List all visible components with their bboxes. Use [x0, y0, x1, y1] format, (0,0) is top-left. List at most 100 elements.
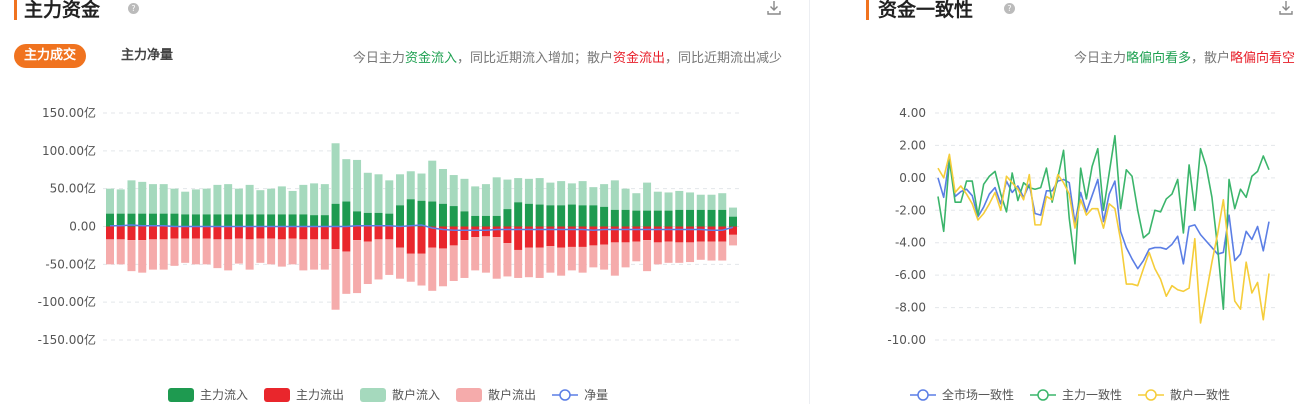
- bar-main-outflow: [610, 226, 619, 243]
- legend-label: 主力流入: [200, 388, 249, 402]
- bar-main-outflow: [267, 226, 276, 239]
- y-tick-label: -8.00: [895, 301, 926, 315]
- bar-retail-outflow: [471, 237, 480, 271]
- summary-highlight-outflow: 资金流出: [612, 51, 665, 66]
- bar-retail-outflow: [170, 238, 179, 266]
- bar-main-outflow: [320, 226, 329, 240]
- bar-main-outflow: [234, 226, 243, 239]
- bar-retail-inflow: [363, 172, 372, 213]
- bar-main-outflow: [148, 226, 157, 240]
- bar-main-outflow: [385, 226, 394, 240]
- legend-swatch: [168, 387, 194, 402]
- legend-item-net[interactable]: 净量: [552, 386, 608, 403]
- bar-retail-outflow: [567, 246, 576, 271]
- bar-retail-inflow: [460, 178, 469, 212]
- bar-main-outflow: [417, 226, 426, 254]
- bar-main-inflow: [396, 205, 405, 227]
- summary-text: 今日主力: [352, 51, 405, 66]
- tab-main-trade[interactable]: 主力成交: [14, 44, 87, 68]
- download-icon[interactable]: [1278, 0, 1294, 16]
- bar-main-inflow: [256, 214, 265, 227]
- legend-swatch: [360, 387, 387, 402]
- bar-retail-inflow: [514, 178, 523, 203]
- bar-main-inflow: [600, 206, 609, 227]
- bar-retail-inflow: [707, 194, 716, 210]
- bar-retail-outflow: [729, 234, 737, 246]
- bar-retail-outflow: [116, 239, 125, 265]
- bar-main-inflow: [116, 213, 125, 227]
- bar-retail-outflow: [181, 238, 190, 263]
- bar-retail-outflow: [299, 239, 308, 271]
- bar-main-inflow: [428, 201, 437, 227]
- bar-main-inflow: [234, 214, 243, 227]
- bar-retail-outflow: [406, 253, 415, 282]
- bar-retail-outflow: [557, 247, 566, 276]
- line-chart-legend: 全市场一致性 主力一致性 散户一致性: [910, 386, 1240, 403]
- bar-retail-inflow: [288, 190, 297, 215]
- bar-main-inflow: [707, 209, 716, 227]
- y-tick-label: 4.00: [899, 106, 926, 120]
- bar-retail-outflow: [653, 242, 662, 265]
- bar-main-outflow: [342, 226, 351, 252]
- bar-main-inflow: [127, 213, 136, 227]
- legend-item-retail-inflow[interactable]: 散户流入: [360, 386, 440, 403]
- bar-main-inflow: [471, 215, 480, 227]
- bar-main-outflow: [664, 226, 673, 242]
- bar-main-outflow: [557, 226, 566, 248]
- bar-main-inflow: [632, 210, 641, 227]
- bar-main-outflow: [127, 226, 136, 241]
- bar-retail-outflow: [310, 239, 319, 270]
- legend-item-market[interactable]: 全市场一致性: [910, 386, 1014, 403]
- bar-main-outflow: [481, 226, 490, 237]
- bar-main-inflow: [696, 209, 705, 227]
- bar-main-inflow: [589, 205, 598, 227]
- line-circle-icon: [1030, 388, 1057, 401]
- panel-title-main-funds: 主力资金: [24, 0, 101, 21]
- bar-main-outflow: [277, 226, 286, 240]
- bar-retail-outflow: [718, 241, 727, 261]
- y-tick-label: 0.00: [899, 171, 926, 185]
- bar-retail-inflow: [653, 191, 662, 211]
- bar-retail-inflow: [159, 184, 168, 214]
- bar-retail-inflow: [546, 182, 555, 206]
- bar-main-outflow: [729, 226, 737, 235]
- bar-retail-inflow: [578, 181, 587, 206]
- download-icon[interactable]: [766, 0, 782, 16]
- y-tick-label: -4.00: [895, 236, 926, 250]
- bar-main-inflow: [686, 209, 695, 227]
- legend-item-main[interactable]: 主力一致性: [1030, 386, 1122, 403]
- bar-main-outflow: [578, 226, 587, 247]
- bar-retail-outflow: [632, 241, 641, 262]
- bar-main-inflow: [557, 205, 566, 227]
- bar-retail-inflow: [718, 193, 727, 210]
- bar-main-outflow: [492, 226, 501, 238]
- bar-retail-outflow: [428, 247, 437, 291]
- bar-main-inflow: [191, 214, 200, 227]
- tab-main-net[interactable]: 主力净量: [121, 48, 174, 63]
- bar-main-outflow: [374, 226, 383, 240]
- bar-main-inflow: [310, 215, 319, 227]
- bar-main-outflow: [428, 226, 437, 248]
- legend-item-main-outflow[interactable]: 主力流出: [264, 386, 344, 403]
- main-funds-bar-chart: 150.00亿 100.00亿 50.00亿 0.00 -50.00亿 -100.00亿 -…: [38, 105, 740, 347]
- legend-item-main-inflow[interactable]: 主力流入: [168, 386, 248, 403]
- legend-item-retail-outflow[interactable]: 散户流出: [456, 386, 536, 403]
- question-circle-icon[interactable]: ?: [1004, 3, 1015, 14]
- legend-label: 净量: [584, 388, 609, 402]
- legend-item-retail[interactable]: 散户一致性: [1138, 386, 1230, 403]
- bar-retail-outflow: [396, 247, 405, 279]
- bar-main-outflow: [589, 226, 598, 246]
- bar-main-outflow: [159, 226, 168, 240]
- legend-swatch: [264, 387, 291, 402]
- bar-main-outflow: [675, 226, 684, 243]
- bar-retail-inflow: [438, 168, 447, 204]
- y-tick-label: 100.00亿: [42, 143, 96, 158]
- bar-retail-outflow: [481, 236, 490, 273]
- title-accent-bar: [866, 0, 869, 20]
- question-circle-icon[interactable]: ?: [128, 3, 139, 14]
- bar-retail-inflow: [567, 183, 576, 205]
- bar-retail-outflow: [589, 245, 598, 268]
- bar-main-outflow: [535, 226, 544, 248]
- bar-main-inflow: [159, 213, 168, 227]
- bar-main-outflow: [686, 226, 695, 243]
